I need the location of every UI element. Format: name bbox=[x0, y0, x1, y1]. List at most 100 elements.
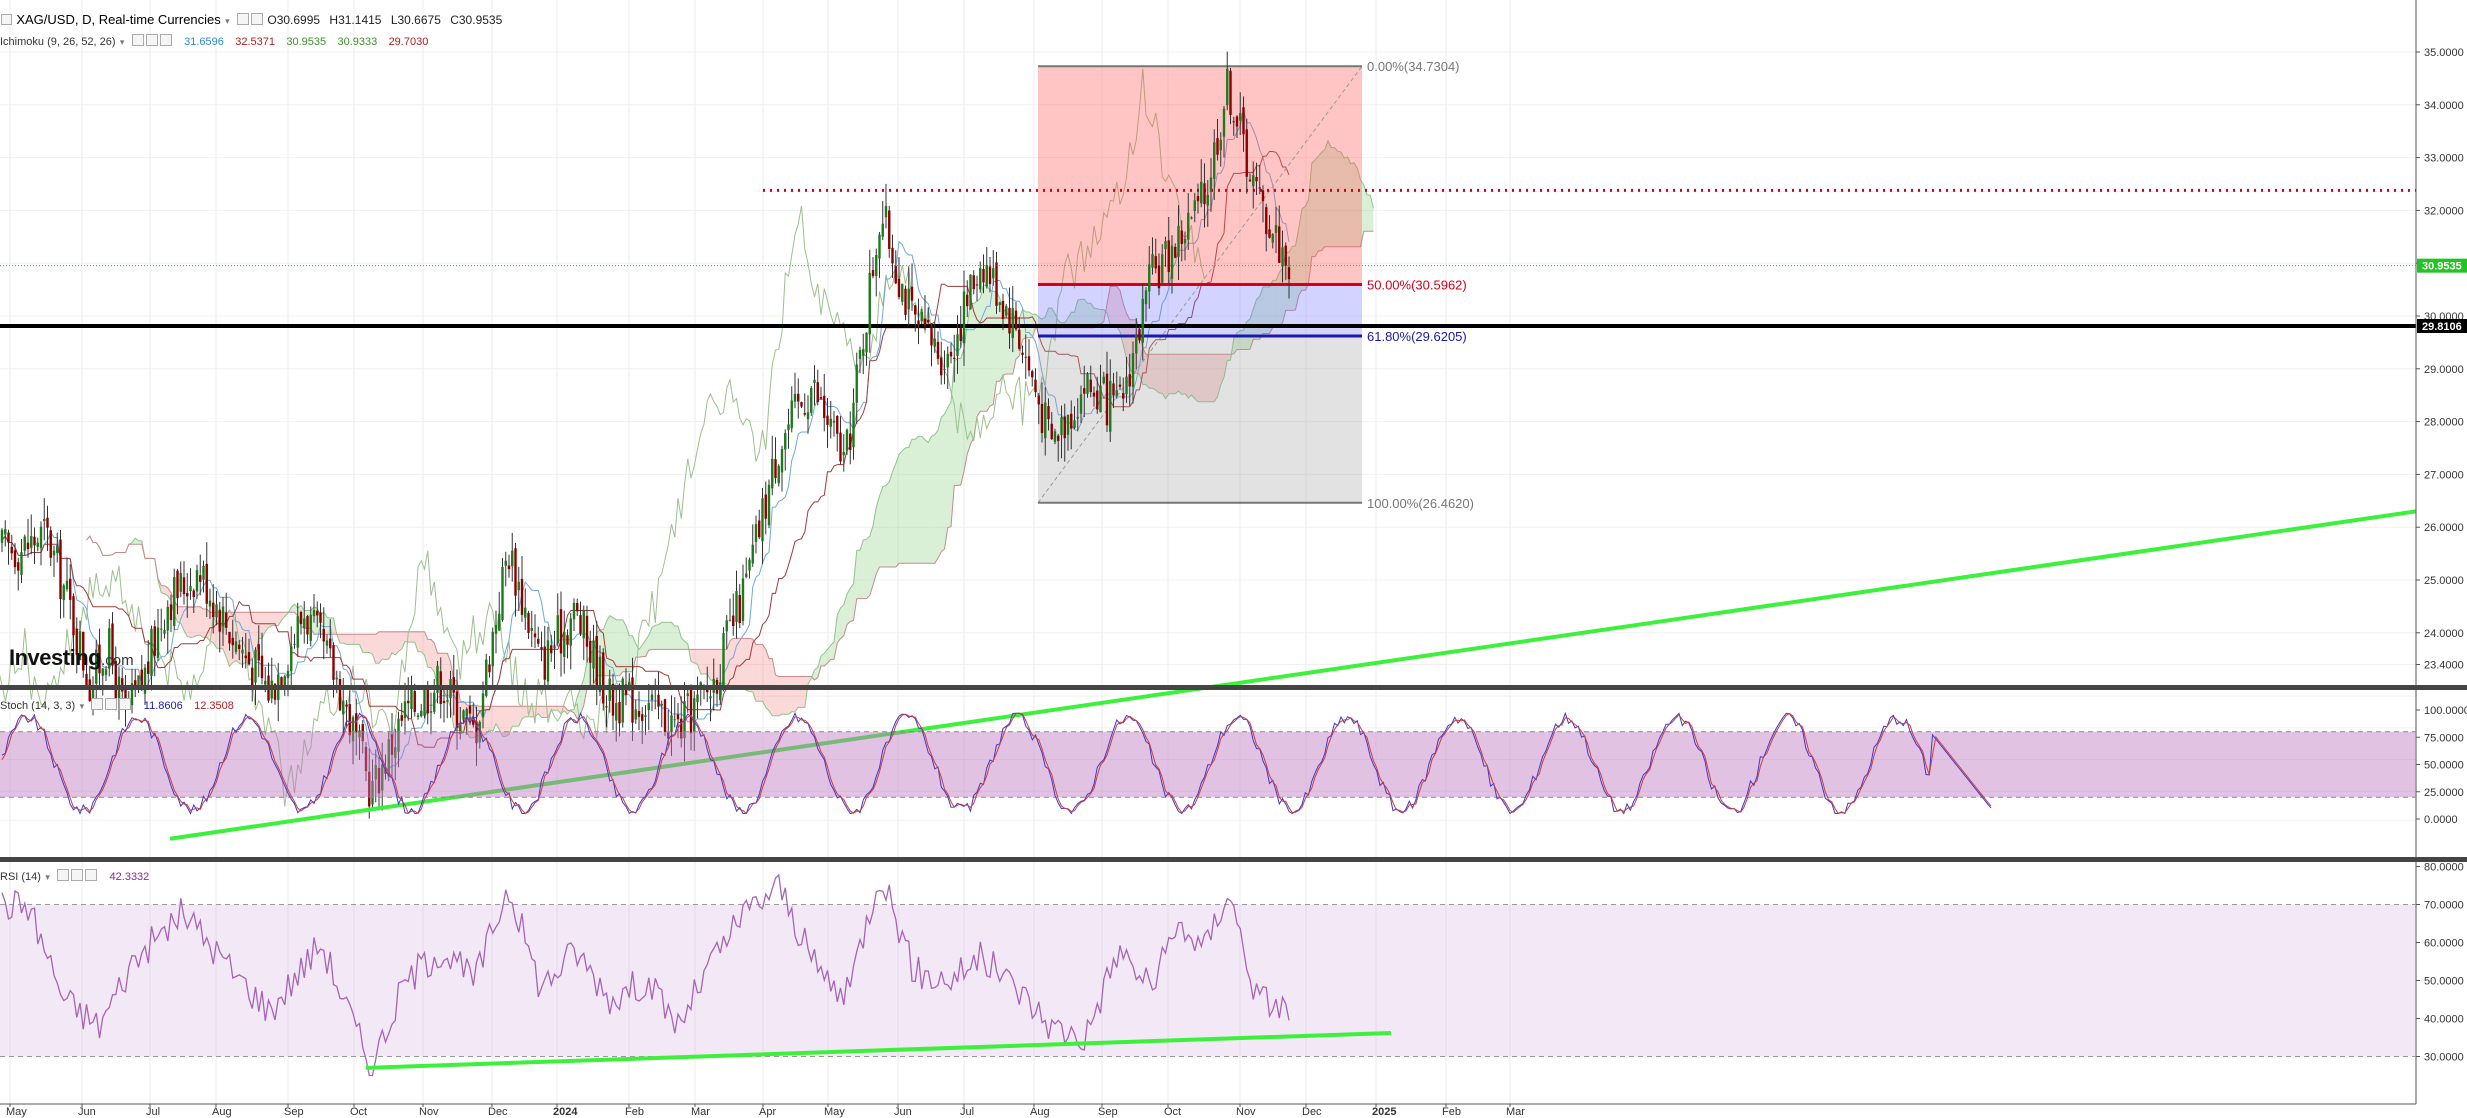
candle-body bbox=[546, 640, 550, 682]
price-tick-label: 23.4000 bbox=[2424, 659, 2464, 671]
close-icon[interactable] bbox=[119, 698, 132, 710]
ichimoku-legend: Ichimoku (9, 26, 52, 26) ▾ 31.6596 32.53… bbox=[0, 33, 428, 50]
candle-body bbox=[1021, 352, 1024, 356]
candle-body bbox=[641, 714, 644, 721]
close-icon[interactable] bbox=[85, 869, 98, 881]
chevron-down-icon[interactable]: ▾ bbox=[119, 37, 125, 47]
eye-icon[interactable] bbox=[131, 34, 144, 46]
candle-body bbox=[1157, 265, 1161, 289]
cloud-segment bbox=[765, 649, 769, 711]
symbol-title[interactable]: XAG/USD, D, Real-time Currencies bbox=[16, 12, 221, 27]
cloud-segment bbox=[1175, 354, 1179, 394]
cloud-segment bbox=[1194, 354, 1198, 402]
candle-body bbox=[254, 650, 257, 683]
candle-body bbox=[39, 526, 43, 549]
cloud-segment bbox=[353, 634, 357, 645]
stoch-tick-label: 50.0000 bbox=[2424, 760, 2464, 772]
chevron-down-icon[interactable]: ▾ bbox=[225, 16, 230, 26]
fib-zone-50-61 bbox=[1038, 284, 1362, 337]
candle-body bbox=[914, 305, 917, 315]
cloud-segment bbox=[648, 627, 652, 651]
rsi-label[interactable]: RSI (14) bbox=[0, 871, 41, 883]
candle-body bbox=[670, 715, 673, 733]
settings-icon[interactable] bbox=[251, 13, 264, 25]
candle-body bbox=[917, 320, 920, 325]
candle-body bbox=[1187, 212, 1190, 240]
cloud-segment bbox=[736, 638, 740, 687]
stoch-label[interactable]: Stoch (14, 3, 3) bbox=[0, 700, 76, 712]
candle-body bbox=[845, 429, 849, 451]
chevron-down-icon[interactable]: ▾ bbox=[45, 872, 50, 882]
candle-body bbox=[186, 593, 189, 597]
ichimoku-label[interactable]: Ichimoku (9, 26, 52, 26) bbox=[0, 36, 116, 48]
candle-body bbox=[1252, 175, 1255, 187]
cloud-segment bbox=[762, 644, 766, 708]
candle-body bbox=[634, 709, 637, 720]
candle-body bbox=[982, 268, 985, 283]
candle-body bbox=[1239, 113, 1242, 121]
candle-body bbox=[1226, 68, 1229, 106]
cloud-segment bbox=[184, 606, 188, 637]
cloud-segment bbox=[1168, 354, 1172, 394]
cloud-segment bbox=[710, 649, 714, 681]
cloud-segment bbox=[918, 436, 922, 564]
candle-body bbox=[199, 575, 202, 582]
candle-body bbox=[173, 577, 176, 626]
cloud-segment bbox=[977, 298, 981, 417]
candle-body bbox=[1235, 116, 1239, 127]
price-tag-label: 30.9535 bbox=[2422, 261, 2462, 273]
candle-body bbox=[150, 628, 153, 677]
candle-body bbox=[1089, 379, 1092, 393]
settings-icon[interactable] bbox=[105, 698, 118, 710]
candle-body bbox=[894, 266, 897, 284]
cloud-segment bbox=[369, 634, 373, 655]
close-icon[interactable] bbox=[159, 34, 172, 46]
settings-icon[interactable] bbox=[145, 34, 158, 46]
candle-body bbox=[1216, 138, 1219, 155]
candle-body bbox=[862, 349, 865, 356]
chevron-down-icon[interactable]: ▾ bbox=[79, 701, 85, 711]
cloud-segment bbox=[323, 611, 327, 635]
candle-body bbox=[540, 647, 543, 650]
cloud-segment bbox=[489, 706, 493, 732]
candle-body bbox=[858, 349, 862, 359]
rsi-tick-label: 80.0000 bbox=[2424, 862, 2464, 874]
candle-body bbox=[446, 700, 449, 702]
cloud-segment bbox=[362, 634, 366, 653]
candle-body bbox=[693, 698, 696, 732]
candle-body bbox=[901, 283, 904, 302]
support-trend-line bbox=[169, 509, 2417, 841]
candle-body bbox=[303, 618, 306, 629]
collapse-toggle-icon[interactable] bbox=[1, 14, 12, 25]
candle-body bbox=[1050, 423, 1053, 440]
cloud-segment bbox=[418, 631, 422, 652]
cloud-segment bbox=[1188, 354, 1192, 399]
rsi-legend: RSI (14) ▾ 42.3332 bbox=[0, 868, 149, 885]
eye-icon[interactable] bbox=[237, 13, 250, 25]
candle-body bbox=[1170, 245, 1174, 279]
stoch-d-line bbox=[1, 712, 1992, 815]
candle-body bbox=[793, 393, 797, 402]
eye-icon[interactable] bbox=[57, 869, 70, 881]
time-tick-label: Nov bbox=[419, 1106, 439, 1118]
cloud-segment bbox=[756, 644, 760, 702]
candle-body bbox=[767, 484, 771, 526]
cloud-segment bbox=[1149, 354, 1153, 389]
cloud-segment bbox=[1165, 354, 1169, 399]
candle-body bbox=[286, 670, 290, 678]
cloud-segment bbox=[340, 634, 344, 644]
candle-body bbox=[507, 565, 511, 570]
candle-body bbox=[98, 644, 101, 674]
eye-icon[interactable] bbox=[91, 698, 104, 710]
candle-body bbox=[0, 529, 4, 543]
candle-body bbox=[1073, 420, 1076, 428]
cloud-segment bbox=[1146, 354, 1150, 389]
settings-icon[interactable] bbox=[71, 869, 84, 881]
candle-body bbox=[494, 625, 498, 634]
candle-body bbox=[579, 615, 582, 634]
candle-body bbox=[397, 718, 400, 752]
candle-body bbox=[657, 694, 660, 707]
cloud-segment bbox=[1094, 308, 1098, 328]
cloud-segment bbox=[1256, 296, 1260, 340]
